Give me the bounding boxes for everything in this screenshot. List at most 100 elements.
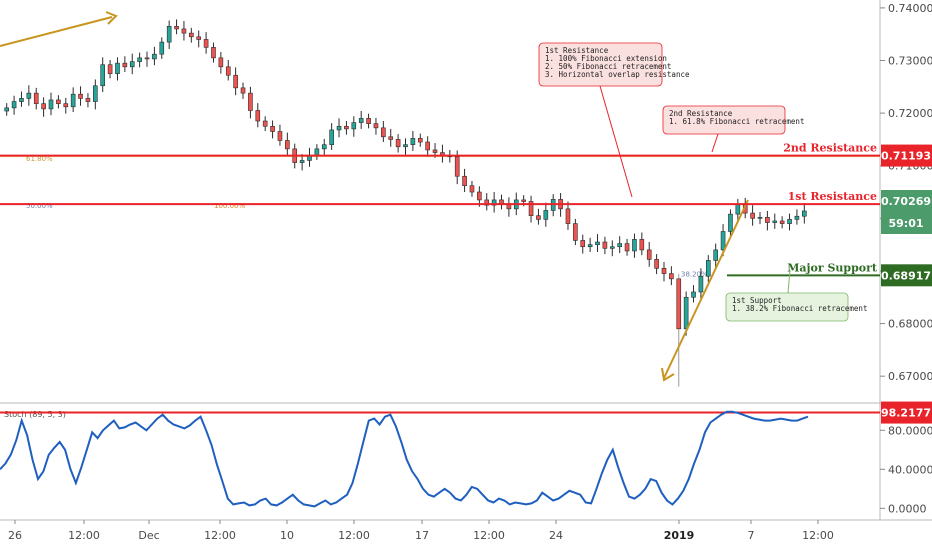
annotation-title: 1st Resistance [545, 46, 609, 55]
candle-body [698, 275, 704, 293]
candle-body [477, 191, 482, 201]
candle-body [403, 144, 408, 148]
stoch-tick-label: 0.0000 [888, 502, 927, 515]
projection-arrow-line [663, 199, 749, 379]
level-label: 2nd Resistance [783, 142, 877, 155]
time-tick-label: 7 [748, 529, 755, 542]
candle-body [358, 118, 364, 123]
candle-body [543, 210, 549, 220]
annotation-line: 1. 61.8% Fibonacci retracement [669, 117, 804, 126]
candle-body [299, 160, 305, 163]
candle-body [196, 36, 202, 40]
candle-body [56, 99, 61, 104]
annotation-box [725, 292, 849, 322]
current-price-tag-bg [881, 190, 932, 234]
price-panel[interactable] [0, 0, 880, 403]
candle-body [225, 66, 231, 76]
candle-body [454, 156, 460, 177]
candle-body [469, 185, 475, 193]
fib-100-label: 100.00% [214, 202, 245, 210]
candle-body [432, 149, 438, 153]
candle-body [654, 259, 659, 269]
candle-body [720, 231, 726, 251]
time-tick-label: 10 [280, 529, 294, 542]
time-tick-label: 17 [415, 529, 429, 542]
fibonacci-lines: 61.80% 50.00% 100.00% 38.20% [0, 155, 880, 279]
candle-body [750, 212, 755, 219]
candle-body [262, 120, 268, 127]
candle-body [646, 249, 652, 260]
candle-body [580, 240, 586, 248]
stoch-title: Stoch (89, 5, 3) [4, 410, 66, 419]
projection-arrow-head [661, 367, 675, 382]
level-tag-value: 0.68917 [881, 269, 931, 282]
uptrend-arrow-line [0, 16, 113, 47]
candle-body [787, 219, 792, 224]
price-tick-label: 0.68000 [888, 318, 932, 331]
stoch-tick-label: 40.0000 [888, 463, 932, 476]
candle-body [129, 61, 135, 68]
candle-body [233, 74, 238, 89]
fib-61-8-label: 61.80% [26, 155, 53, 163]
candle-body [255, 110, 261, 122]
candle-body [321, 144, 327, 150]
level-tag-bg [881, 264, 932, 287]
candle-body [336, 125, 342, 131]
candle-body [285, 140, 290, 150]
key-levels: 2nd Resistance 0.71193 1st Resistance Major… [0, 142, 932, 287]
candle-body [602, 241, 608, 249]
candle-body [85, 98, 91, 102]
time-tick-label: 12:00 [473, 529, 505, 542]
candle-body [63, 103, 69, 108]
stoch-level-tag: 98.2177 [881, 407, 931, 420]
stochastic-panel[interactable]: Stoch (89, 5, 3) 80.0000 40.0000 0.0000 98.… [0, 401, 932, 516]
candle-countdown: 59:01 [888, 217, 923, 230]
stoch-tick-label: 80.0000 [888, 424, 932, 437]
candle-body [211, 47, 216, 59]
candle-body [462, 175, 467, 187]
candle-body [735, 204, 741, 215]
candle-body [152, 53, 157, 60]
level-label: Major Support [787, 261, 878, 274]
time-tick-label: Dec [138, 529, 159, 542]
time-tick-label: 12:00 [802, 529, 834, 542]
candle-body [676, 278, 682, 330]
candle-body [181, 28, 187, 34]
candle-body [528, 201, 534, 217]
candle-body [587, 244, 593, 248]
candle-body [189, 32, 194, 38]
candle-body [573, 223, 578, 241]
annotation-line: 3. Horizontal overlap resistance [545, 70, 690, 79]
trend-arrows [0, 11, 749, 382]
annotation-title: 2nd Resistance [669, 109, 733, 118]
candle-body [11, 101, 17, 109]
annotation-line: 2. 50% Fibonacci retracement [545, 62, 671, 71]
candle-body [78, 93, 83, 99]
candle-body [4, 107, 9, 112]
candle-body [144, 57, 150, 60]
candle-body [765, 216, 770, 223]
time-tick-label: 24 [549, 529, 563, 542]
candle-body [218, 57, 224, 68]
candle-body [669, 273, 674, 280]
candle-body [691, 291, 696, 298]
candle-body [713, 249, 718, 261]
candle-body [107, 64, 113, 74]
annotation-box [662, 105, 786, 135]
candle-body [757, 216, 763, 219]
annotation-pointer [711, 133, 719, 153]
candle-body [794, 215, 800, 220]
candle-body [166, 26, 172, 43]
candle-body [19, 98, 24, 102]
candle-body [661, 268, 667, 274]
annotation-title: 1st Support [732, 296, 782, 305]
candle-body [595, 241, 600, 245]
time-axis[interactable]: 26 12:00 Dec 12:00 10 12:00 17 12:00 24 2019 7 12:0… [8, 520, 834, 542]
candle-body [802, 210, 807, 217]
current-price-value: 0.70269 [881, 195, 931, 208]
current-price-tag: 0.70269 59:01 [881, 190, 932, 234]
candle-body [388, 136, 394, 140]
candle-body [137, 57, 142, 62]
candle-body [639, 239, 645, 251]
